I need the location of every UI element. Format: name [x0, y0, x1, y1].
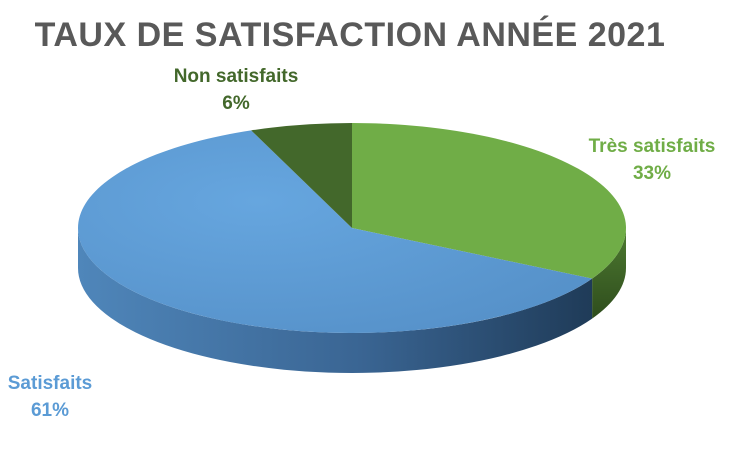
- slice-name: Non satisfaits: [173, 66, 299, 87]
- slice-label-non-satisfaits: Non satisfaits 6%: [174, 63, 299, 117]
- slice-label-tres-satisfaits: Très satisfaits 33%: [589, 133, 716, 187]
- slice-tres-satisfaits: [352, 123, 626, 279]
- slice-value: 33%: [632, 163, 672, 184]
- slice-label-satisfaits: Satisfaits 61%: [8, 370, 92, 424]
- slice-side-tres-satisfaits: [592, 228, 626, 319]
- slice-non-satisfaits: [251, 123, 352, 228]
- chart-title: TAUX DE SATISFACTION ANNÉE 2021: [34, 16, 666, 54]
- slice-name: Très satisfaits: [588, 136, 716, 157]
- slice-name: Satisfaits: [7, 373, 93, 394]
- slice-value: 6%: [222, 93, 250, 114]
- slice-value: 61%: [30, 400, 70, 421]
- slice-satisfaits: [78, 130, 593, 333]
- slice-side-satisfaits: [78, 228, 593, 374]
